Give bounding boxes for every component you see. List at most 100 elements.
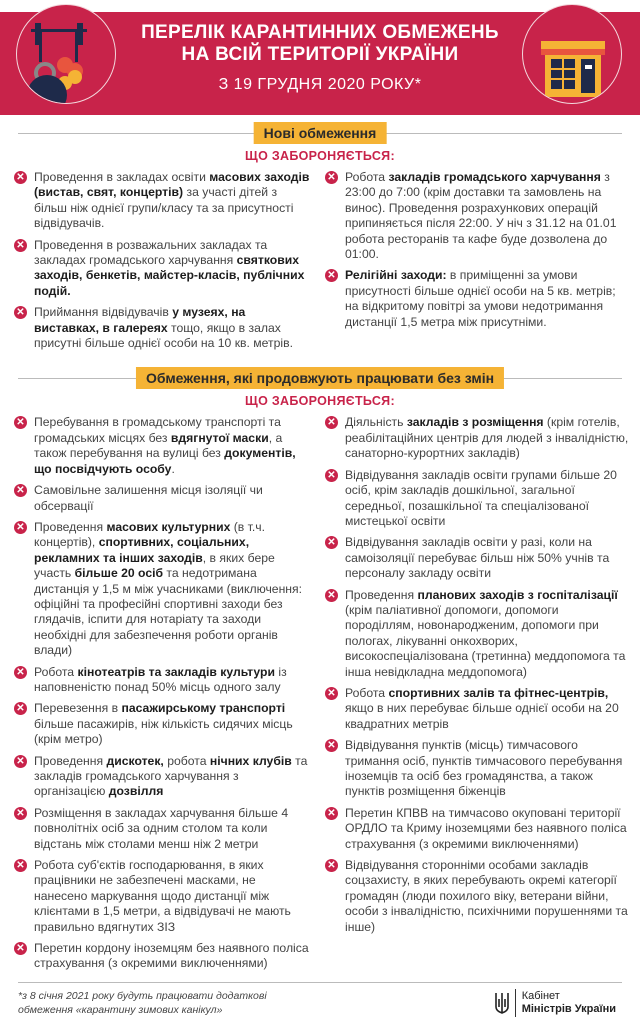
list-item: ✕ Відвідування закладів освіти групами бі… [325, 468, 630, 530]
list-item: ✕ Перевезення в пасажирському транспорті … [14, 701, 312, 747]
prohibited-icon: ✕ [14, 520, 27, 534]
item-text-bold: планових заходів з госпіталізації [417, 587, 618, 602]
item-text: (крім готелів, реабілітаційних центрів д… [345, 415, 629, 461]
prohibited-icon: ✕ [325, 859, 338, 873]
prohibited-icon: ✕ [325, 536, 338, 550]
item-text: Відвідування сторонніми особами закладів… [345, 858, 628, 934]
list-item: ✕ Відвідування пунктів (місць) тимчасовог… [325, 738, 630, 800]
item-text: більше пасажирів, ніж кількість сидячих … [34, 716, 293, 747]
item-text: Перетин кордону іноземцям без наявного п… [34, 941, 309, 971]
shop-icon [541, 41, 605, 97]
prohibited-icon: ✕ [14, 306, 27, 320]
cabinet-logo: Кабінет Міністрів України [494, 988, 616, 1017]
item-text: Відвідування закладів освіти у разі, кол… [345, 535, 610, 581]
item-text: Робота [34, 664, 78, 679]
cafe-illustration [522, 4, 622, 104]
title-line-1: ПЕРЕЛІК КАРАНТИННИХ ОБМЕЖЕНЬ [141, 22, 499, 43]
prohibited-icon: ✕ [14, 702, 27, 716]
item-text: . [171, 461, 175, 476]
footnote-line-1: *з 8 січня 2021 року будуть працювати до… [18, 989, 267, 1002]
prohibited-icon: ✕ [325, 416, 338, 430]
item-text-bold: більше 20 осіб [74, 566, 164, 581]
section-label-new: Нові обмеження [253, 122, 387, 144]
footer: *з 8 січня 2021 року будуть працювати до… [18, 981, 622, 1027]
item-text: (в т.ч. концертів), [34, 519, 266, 550]
item-text-bold: спортивних залів та фітнес-центрів, [388, 685, 609, 700]
barbell-icon [27, 23, 87, 103]
item-text: Діяльність [345, 415, 407, 430]
item-text: Робота [345, 170, 389, 184]
item-text: Проведення в закладах освіти [34, 170, 210, 184]
item-text: Робота [345, 685, 389, 700]
item-text: Приймання відвідувачів [34, 305, 173, 320]
logo-line-2: Міністрів України [521, 1002, 616, 1015]
item-text: якщо в них перебуває більше однієї особи… [345, 701, 619, 731]
prohibited-icon: ✕ [325, 171, 338, 184]
prohibited-icon: ✕ [14, 754, 27, 768]
item-text-bold: дискотек, [106, 753, 164, 768]
list-item: ✕ Проведення планових заходів з госпіталі… [325, 588, 630, 680]
item-text-bold: закладів з розміщення [406, 415, 544, 430]
prohibited-icon: ✕ [14, 416, 27, 430]
title-date: З 19 ГРУДНЯ 2020 РОКУ* [218, 76, 422, 93]
section-divider-new: Нові обмеження [18, 122, 622, 144]
prohibited-icon: ✕ [14, 484, 27, 498]
prohibited-icon: ✕ [14, 171, 27, 184]
prohibited-icon: ✕ [325, 686, 338, 700]
header: ПЕРЕЛІК КАРАНТИННИХ ОБМЕЖЕНЬ НА ВСІЙ ТЕР… [0, 0, 640, 115]
item-text: та закладів громадського харчування з ор… [34, 753, 308, 799]
item-text-bold: Релігійні заходи: [345, 268, 447, 283]
item-text: та недотримана дистанція у 1,5 м між уча… [34, 566, 303, 658]
item-text: Проведення [34, 519, 107, 534]
ongoing-left-column: ✕ Перебування в громадському транспорті т… [14, 415, 312, 977]
logo-separator [514, 988, 516, 1017]
item-text: , в яких бере участь [34, 550, 275, 581]
list-item: ✕ Перебування в громадському транспорті т… [14, 415, 312, 477]
prohibited-icon: ✕ [14, 859, 27, 873]
item-text-bold: закладів громадського харчування [388, 170, 601, 184]
item-text: , а також перебування на вулиці без [34, 430, 283, 461]
ongoing-right-column: ✕ Діяльність закладів з розміщення (крім … [325, 415, 630, 977]
section-divider-ongoing: Обмеження, які продовжують працювати без… [18, 367, 622, 390]
item-text: Проведення в розважальних закладах та за… [34, 237, 268, 268]
list-item: ✕ Перетин КПВВ на тимчасово окуповані тер… [325, 806, 630, 852]
list-item: ✕ Проведення в розважальних закладах та з… [14, 238, 312, 300]
list-item: ✕ Діяльність закладів з розміщення (крім … [325, 415, 630, 461]
item-text-bold: спортивних, соціальних, рекламних та інш… [34, 535, 250, 565]
section-label-ongoing: Обмеження, які продовжують працювати без… [135, 367, 505, 390]
prohibited-icon: ✕ [325, 739, 338, 753]
item-text-bold: дозвілля [108, 784, 164, 799]
ongoing-columns: ✕ Перебування в громадському транспорті т… [0, 415, 640, 977]
prohibited-icon: ✕ [325, 588, 338, 602]
list-item: ✕ Робота суб'єктів господарювання, в яких… [14, 858, 312, 935]
list-item: ✕ Робота кінотеатрів та закладів культури… [14, 665, 312, 696]
item-text: Відвідування закладів освіти групами біл… [345, 467, 617, 528]
prohibited-icon: ✕ [14, 665, 27, 679]
item-text: в приміщенні за умови присутності більше… [345, 268, 616, 329]
prohibited-icon: ✕ [325, 468, 338, 482]
footnote: *з 8 січня 2021 року будуть працювати до… [18, 989, 267, 1017]
item-text: Самовільне залишення місця ізоляції чи о… [34, 483, 263, 513]
list-item: ✕ Самовільне залишення місця ізоляції чи … [14, 483, 312, 514]
item-text: з 23:00 до 7:00 (крім доставки та замовл… [345, 170, 617, 262]
item-text-bold: пасажирському транспорті [121, 701, 286, 716]
item-text: Перевезення в [34, 701, 122, 716]
page-title: ПЕРЕЛІК КАРАНТИННИХ ОБМЕЖЕНЬ НА ВСІЙ ТЕР… [120, 22, 520, 96]
item-text: робота [163, 753, 210, 768]
list-item: ✕ Відвідування закладів освіти у разі, ко… [325, 535, 630, 581]
fitness-illustration [16, 4, 116, 104]
title-line-2: НА ВСІЙ ТЕРИТОРІЇ УКРАЇНИ [181, 44, 459, 65]
list-item: ✕ Відвідування сторонніми особами закладі… [325, 858, 630, 935]
trident-icon [494, 992, 509, 1014]
list-item: ✕ Релігійні заходи: в приміщенні за умови… [325, 268, 630, 330]
item-text-bold: святкових заходів, бенкетів, майстер-кла… [34, 253, 305, 298]
list-item: ✕ Робота закладів громадського харчування… [325, 170, 630, 262]
item-text: із наповненістю понад 50% місць одного з… [34, 664, 287, 694]
list-item: ✕ Перетин кордону іноземцям без наявного … [14, 941, 312, 972]
item-text: (крім паліативної допомоги, допомоги пор… [345, 602, 626, 679]
item-text-bold: масових культурних [106, 519, 231, 534]
item-text-bold: масових заходів (вистав, свят, концертів… [34, 170, 310, 200]
list-item: ✕ Розміщення в закладах харчування більше… [14, 806, 312, 852]
prohibited-icon: ✕ [325, 806, 338, 820]
item-text: Робота суб'єктів господарювання, в яких … [34, 858, 291, 934]
